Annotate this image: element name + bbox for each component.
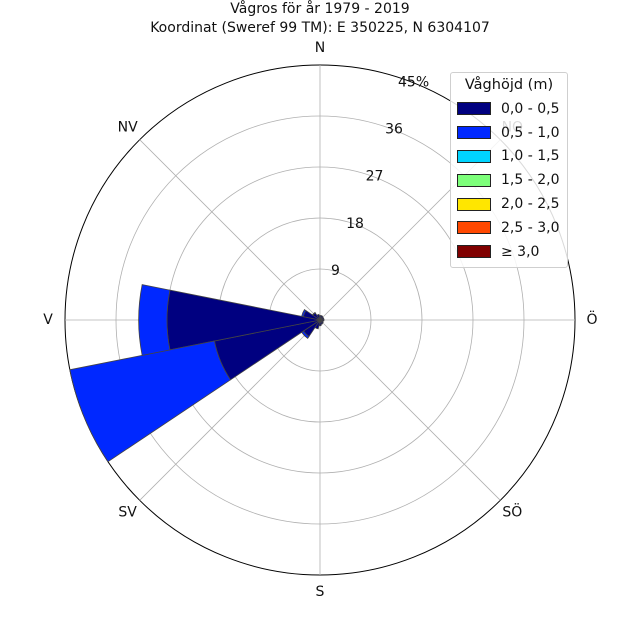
direction-label: S (316, 584, 325, 600)
legend-swatch (457, 221, 491, 235)
legend-label: ≥ 3,0 (501, 243, 540, 260)
legend-entry: 2,5 - 3,0 (457, 216, 561, 240)
radial-tick-label: 18 (346, 216, 364, 232)
rose-bar (316, 313, 321, 321)
chart-title: Vågros för år 1979 - 2019 (230, 1, 410, 17)
legend-label: 1,0 - 1,5 (501, 148, 560, 165)
rose-bar (311, 311, 316, 316)
direction-label: V (43, 312, 53, 328)
legend-entry: 0,5 - 1,0 (457, 121, 561, 145)
legend-label: 0,5 - 1,0 (501, 124, 560, 141)
direction-label: N (315, 40, 325, 56)
legend-entry: 0,0 - 0,5 (457, 97, 561, 121)
radial-tick-label: 27 (366, 169, 384, 185)
grid-spoke (139, 319, 321, 501)
chart-subtitle: Koordinat (Sweref 99 TM): E 350225, N 63… (150, 20, 490, 36)
rose-bar (138, 284, 171, 356)
legend-title: Våghöjd (m) (464, 77, 554, 93)
radial-tick-label: 9 (331, 263, 340, 279)
polar-labels: NNOÖSÖSSVVNV918273645% (43, 40, 597, 600)
rose-bar (301, 309, 307, 318)
wave-rose-bars (69, 284, 325, 463)
direction-label: NV (118, 120, 138, 136)
legend-entry: 2,0 - 2,5 (457, 192, 561, 216)
legend-label: 1,5 - 2,0 (501, 172, 560, 189)
polar-grid (64, 64, 576, 576)
legend-swatch (457, 126, 491, 140)
legend-label: 2,5 - 3,0 (501, 219, 560, 236)
direction-label: SÖ (502, 502, 522, 520)
legend: Våghöjd (m) 0,0 - 0,5 0,5 - 1,0 1,0 - 1,5 1… (450, 72, 568, 268)
legend-swatch (457, 149, 491, 163)
direction-label: Ö (586, 310, 597, 328)
legend-entries: 0,0 - 0,5 0,5 - 1,0 1,0 - 1,5 1,5 - 2,0 2,0 … (457, 97, 561, 264)
chart-title-block: Vågros för år 1979 - 2019 Koordinat (Swe… (0, 0, 640, 38)
legend-swatch (457, 197, 491, 211)
rose-bar (301, 330, 310, 339)
legend-entry: 1,0 - 1,5 (457, 145, 561, 169)
legend-label: 0,0 - 0,5 (501, 100, 560, 117)
legend-entry: ≥ 3,0 (457, 240, 561, 264)
legend-swatch (457, 102, 491, 116)
legend-label: 2,0 - 2,5 (501, 196, 560, 213)
rose-bar (69, 340, 232, 463)
grid-spoke (139, 139, 321, 321)
grid-spoke (319, 319, 501, 501)
legend-swatch (457, 173, 491, 187)
direction-label: SV (118, 504, 137, 520)
legend-entry: 1,5 - 2,0 (457, 168, 561, 192)
legend-swatch (457, 245, 491, 259)
radial-tick-label: 45% (398, 74, 429, 90)
radial-tick-label: 36 (385, 122, 403, 138)
